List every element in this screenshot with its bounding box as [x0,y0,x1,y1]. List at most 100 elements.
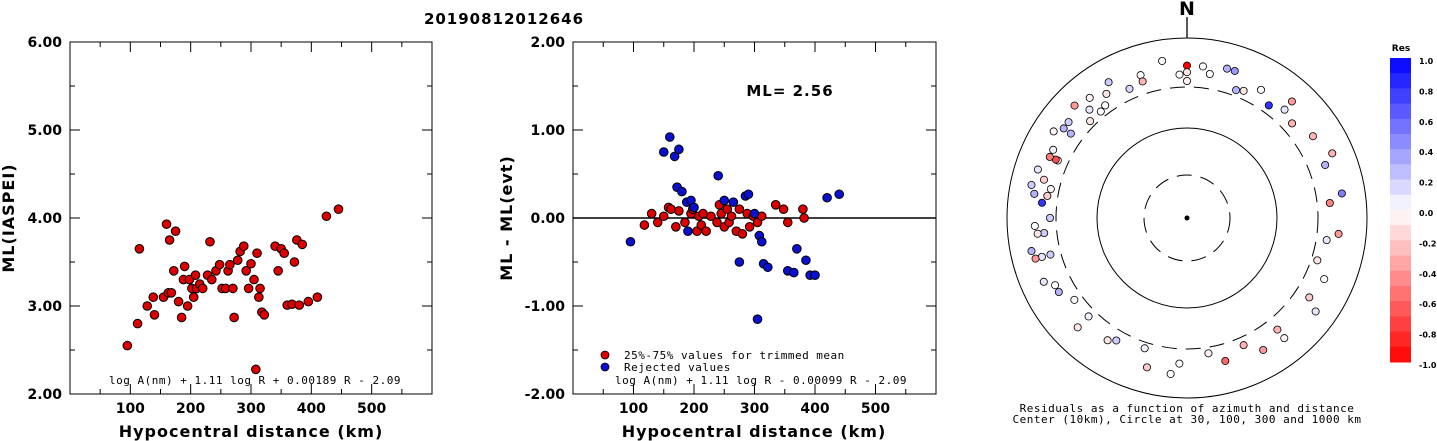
data-point-blue [728,197,739,207]
data-point-red [166,288,177,298]
y-tick-label: 3.00 [27,299,62,315]
y-tick-label: 6.00 [27,35,62,51]
colorbar-cell [1390,88,1411,105]
data-point-blue [743,189,754,200]
y-tick-label: -1.00 [525,299,566,315]
residual-point [1073,323,1082,332]
residual-point [1259,345,1268,354]
residual-point [1280,105,1289,114]
data-point-red [170,226,181,236]
data-point-red [134,244,145,254]
residual-point [1027,180,1036,189]
colorbar-label: 0.4 [1419,148,1434,157]
data-point-blue [677,186,687,197]
formula-text: log A(nm) + 1.11 log R + 0.00189 R - 2.0… [109,374,401,387]
data-point-red [737,229,748,239]
residual-point [1112,336,1121,345]
data-point-blue [665,132,675,142]
colorbar-cell [1390,103,1411,120]
residual-point [1051,281,1060,290]
data-point-blue [810,270,820,281]
data-point-red [666,204,676,214]
data-point-red [176,312,187,323]
data-point-red [168,266,179,276]
y-axis-label: ML(IASPEI) [0,163,18,272]
data-point-red [225,259,235,270]
y-tick-label: 4.00 [27,211,62,227]
data-point-blue [689,202,699,213]
colorbar-cell [1390,270,1411,287]
residual-point [1040,229,1049,238]
residual-point [1175,70,1184,79]
panel-ml-residual: 100 200 300 400 500 -2.00 -1.00 0.00 1.0… [497,35,937,441]
left-points [122,204,344,375]
residual-point [1183,77,1192,86]
residual-point [1049,127,1058,136]
colorbar-cell [1390,149,1411,165]
data-point-red [726,211,737,222]
y-tick-label: 0.00 [530,211,565,227]
data-point-blue [719,195,730,206]
x-tick-label: 100 [619,401,648,417]
residual-point [1328,149,1337,158]
residual-point [1183,61,1192,70]
data-point-red [188,292,199,303]
x-tick-label: 500 [357,401,386,417]
residual-point [1308,132,1317,141]
x-tick-label: 200 [679,401,708,417]
legend-marker-blue [600,362,610,372]
data-point-red [190,270,201,281]
colorbar-cell [1390,225,1411,241]
colorbar-cell [1390,194,1411,211]
residual-point [1030,189,1039,198]
residual-point [1104,78,1113,87]
residual-point [1158,56,1167,65]
data-point-red [696,220,707,230]
north-label: N [1179,0,1195,20]
colorbar-label: 0.0 [1419,209,1434,218]
residual-point [1204,349,1213,358]
data-point-red [652,217,663,228]
data-point-red [658,211,669,222]
data-point-red [312,292,323,303]
data-point-red [259,310,270,320]
colorbar-label: -0.2 [1419,239,1437,248]
residual-point [1280,334,1289,343]
residual-point [1337,189,1346,198]
data-point-red [197,283,208,294]
data-point-red [251,364,261,375]
residual-point [1232,86,1241,95]
residual-point [1039,277,1048,286]
x-axis-label: Hypocentral distance (km) [622,422,887,441]
residual-point [1085,93,1094,102]
colorbar: Res 1.0 0.8 0.6 0.4 0.2 0.0 -0.2 -0.4 -0… [1390,44,1437,370]
data-point-blue [789,267,799,278]
residual-point [1198,62,1207,71]
data-point-red [273,266,283,276]
data-point-blue [674,144,684,155]
colorbar-cell [1390,346,1411,363]
residual-point [1287,97,1296,106]
residual-point [1239,86,1248,95]
caption-line-2: Center (10km), Circle at 30, 100, 300 an… [1012,413,1361,426]
data-point-red [674,206,684,216]
data-point-red [214,259,225,270]
data-point-red [279,248,289,258]
residual-point [1046,185,1055,194]
y-tick-label: 1.00 [530,123,565,139]
legend-label: Rejected values [624,361,731,374]
residual-point [1101,101,1110,110]
residual-point [1045,152,1054,161]
x-tick-label: 400 [297,401,326,417]
y-tick-label: -2.00 [525,387,566,403]
data-point-red [254,292,264,303]
data-point-red [246,258,256,269]
data-point-blue [834,189,845,200]
caption-line-1: Residuals as a function of azimuth and d… [1020,402,1355,415]
x-tick-label: 100 [116,401,145,417]
panel-ml-iaspei: 100 200 300 400 500 2.00 3.00 4.00 5.00 … [0,35,433,441]
data-point-red [179,261,190,272]
residual-point [1313,256,1322,265]
residual-point [1264,101,1273,110]
residual-point [1054,287,1063,296]
